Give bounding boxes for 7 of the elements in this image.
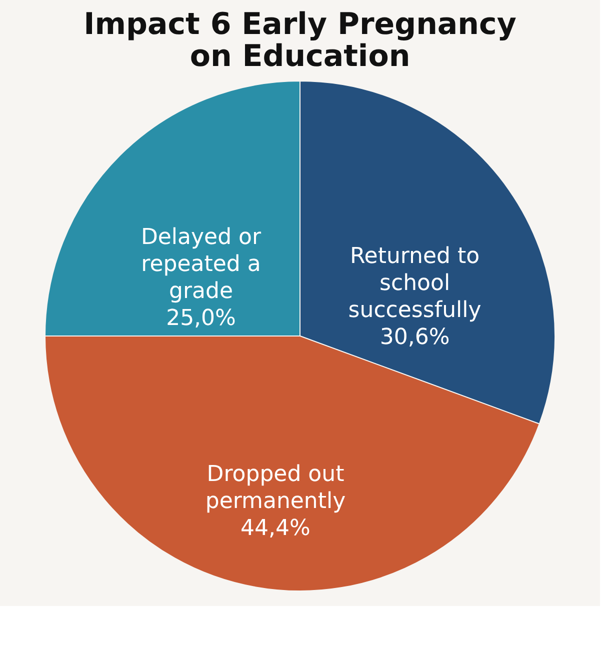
data-label: 25,0%	[166, 306, 236, 332]
data-label: 44,4%	[240, 516, 310, 541]
data-label: 30,6%	[380, 324, 450, 350]
chart-title: Impact 6 Early Pregnancy on Education	[84, 7, 517, 74]
slice-label: Delayed or repeated a grade	[140, 225, 262, 304]
slice-label: Returned to school successfully	[348, 244, 482, 323]
slice-label: Dropped out permanently	[205, 462, 346, 514]
